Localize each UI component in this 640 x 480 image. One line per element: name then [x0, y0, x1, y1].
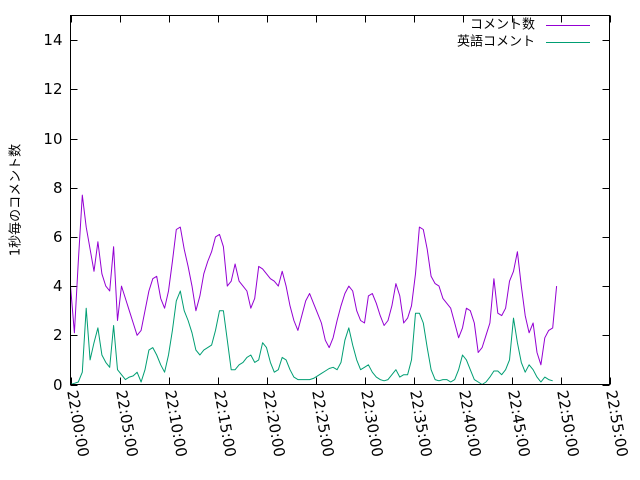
legend-label-2: 英語コメント: [457, 34, 535, 50]
y-tick-label: 6: [53, 228, 63, 246]
y-tick-label: 0: [53, 376, 63, 394]
legend-label-1: コメント数: [470, 18, 535, 33]
y-tick-label: 14: [43, 31, 62, 49]
data-series: [70, 194, 558, 385]
y-tick-label: 4: [53, 277, 63, 295]
y-tick-label: 2: [53, 326, 63, 344]
y-tick-label: 10: [43, 130, 62, 148]
series-line-2: [70, 290, 553, 385]
y-tick-labels: 0 2 4 6 8 10 12 14: [43, 31, 62, 394]
y-axis-label: 1秒毎のコメント数: [8, 144, 24, 256]
axis-ticks: [70, 15, 611, 386]
series-line-1: [70, 194, 558, 366]
plot-border: [70, 15, 610, 385]
y-tick-label: 8: [53, 179, 63, 197]
y-tick-label: 12: [43, 80, 62, 98]
